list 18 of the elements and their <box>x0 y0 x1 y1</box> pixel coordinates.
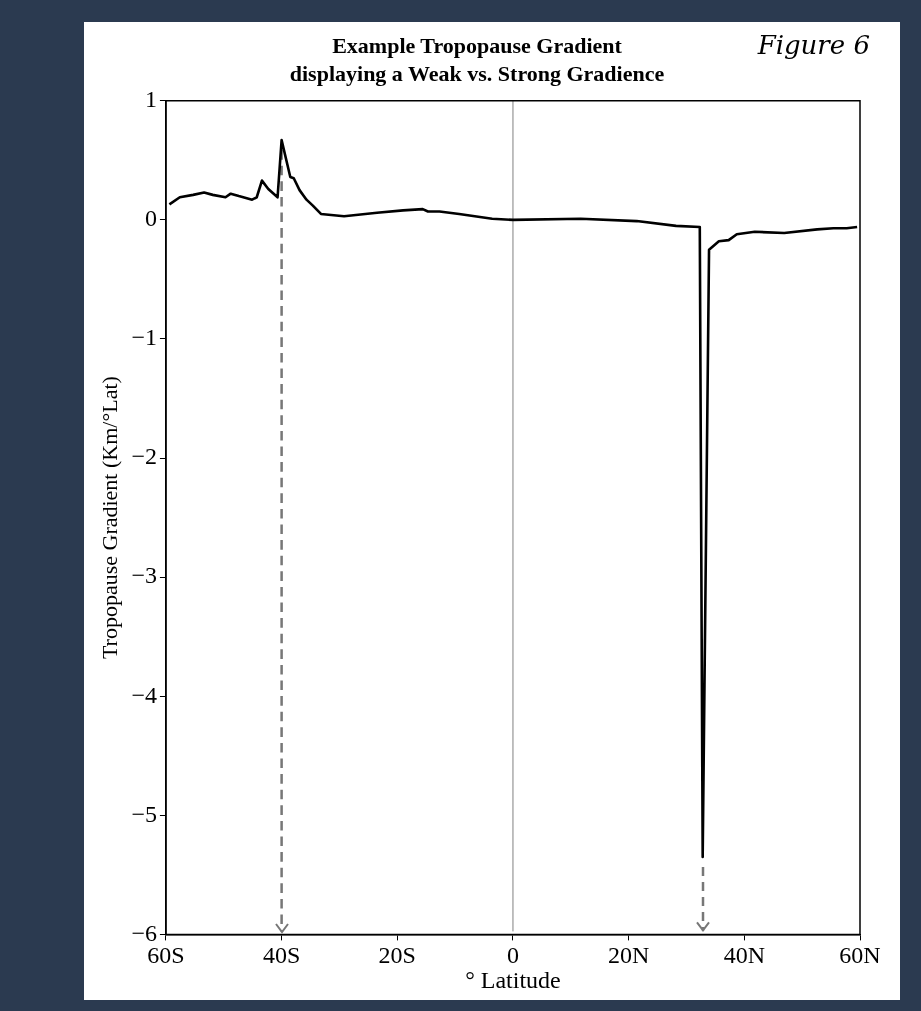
y-tick-label: 1 <box>144 86 157 113</box>
x-tick-label: 20S <box>378 942 416 969</box>
x-tick-label: 40S <box>262 942 301 969</box>
chart-subtitle: displaying a Weak vs. Strong Gradience <box>289 61 665 87</box>
x-tick-label: 0 <box>506 942 519 969</box>
y-tick-label: −1 <box>131 324 157 351</box>
caption: Figure 6 <box>757 30 870 60</box>
y-tick-label: −4 <box>131 681 157 708</box>
chart-title: Example Tropopause Gradient <box>332 32 623 58</box>
x-axis-title: ° Latitude <box>465 966 561 993</box>
y-axis-title: Tropopause Gradient (Km/°Lat) <box>96 376 122 660</box>
x-tick-label: 60N <box>839 942 881 969</box>
x-tick-label: 20N <box>607 942 650 969</box>
x-tick-label: 40N <box>723 942 765 969</box>
y-tick-label: −3 <box>131 562 157 589</box>
y-tick-label: −2 <box>131 443 157 470</box>
y-tick-label: −5 <box>131 800 157 827</box>
y-tick-label: 0 <box>144 205 157 232</box>
